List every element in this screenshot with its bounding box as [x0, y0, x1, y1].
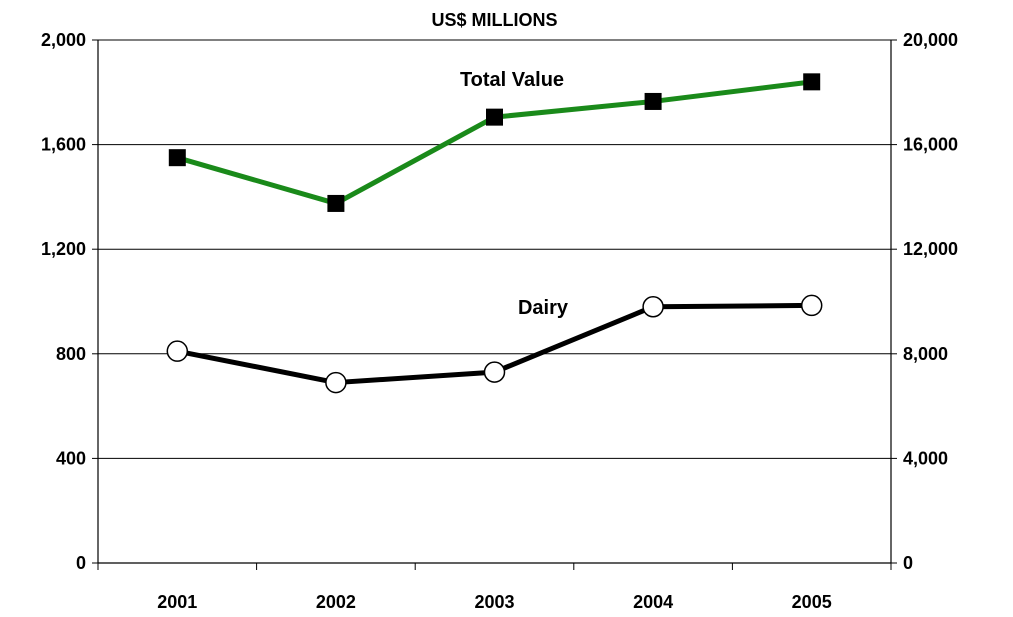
- right-tick-label: 8,000: [903, 344, 948, 364]
- total-value-point: [327, 194, 345, 212]
- left-tick-label: 0: [76, 553, 86, 573]
- x-tick-label: 2005: [792, 592, 832, 612]
- right-tick-label: 20,000: [903, 30, 958, 50]
- right-tick-label: 4,000: [903, 448, 948, 468]
- left-tick-label: 2,000: [41, 30, 86, 50]
- total-value-point: [644, 92, 662, 110]
- left-tick-label: 1,600: [41, 135, 86, 155]
- dairy-point: [642, 295, 664, 318]
- x-tick-label: 2003: [474, 592, 514, 612]
- dairy-point: [166, 340, 189, 362]
- total-value-point: [803, 73, 821, 91]
- total-value-series-label: Total Value: [460, 69, 564, 91]
- total-value-point: [168, 149, 186, 167]
- left-tick-label: 1,200: [41, 239, 86, 259]
- dairy-point: [800, 294, 823, 317]
- chart-title: US$ MILLIONS: [431, 10, 557, 30]
- series-group: [166, 73, 823, 394]
- x-tick-label: 2004: [633, 592, 673, 612]
- labels: US$ MILLIONS Total Value Dairy: [431, 10, 568, 319]
- left-tick-label: 400: [56, 448, 86, 468]
- x-tick-label: 2002: [316, 592, 356, 612]
- left-tick-label: 800: [56, 344, 86, 364]
- dairy-point: [325, 371, 347, 394]
- gridlines: [98, 39, 891, 459]
- right-tick-label: 12,000: [903, 239, 958, 259]
- right-tick-label: 16,000: [903, 135, 958, 155]
- axes: 0 400 800 1,200 1,600 2,000 0 4,000 8,000 12,000 1…: [41, 30, 958, 612]
- x-tick-label: 2001: [157, 592, 197, 612]
- dairy-point: [483, 361, 506, 383]
- total-value-point: [486, 108, 503, 126]
- total-value-series-line: [176, 79, 813, 206]
- dairy-series-label: Dairy: [518, 297, 569, 319]
- right-tick-label: 0: [903, 553, 913, 573]
